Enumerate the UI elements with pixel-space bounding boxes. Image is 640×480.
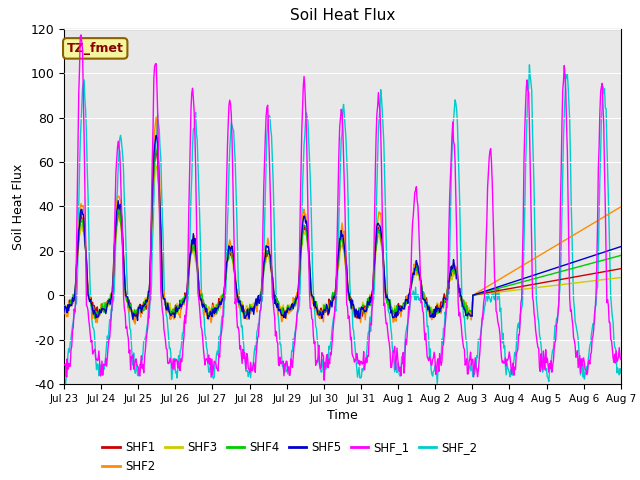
X-axis label: Time: Time bbox=[327, 409, 358, 422]
Y-axis label: Soil Heat Flux: Soil Heat Flux bbox=[12, 163, 25, 250]
Title: Soil Heat Flux: Soil Heat Flux bbox=[290, 9, 395, 24]
Text: TZ_fmet: TZ_fmet bbox=[67, 42, 124, 55]
Legend: SHF1, SHF2, SHF3, SHF4, SHF5, SHF_1, SHF_2: SHF1, SHF2, SHF3, SHF4, SHF5, SHF_1, SHF… bbox=[98, 436, 482, 478]
